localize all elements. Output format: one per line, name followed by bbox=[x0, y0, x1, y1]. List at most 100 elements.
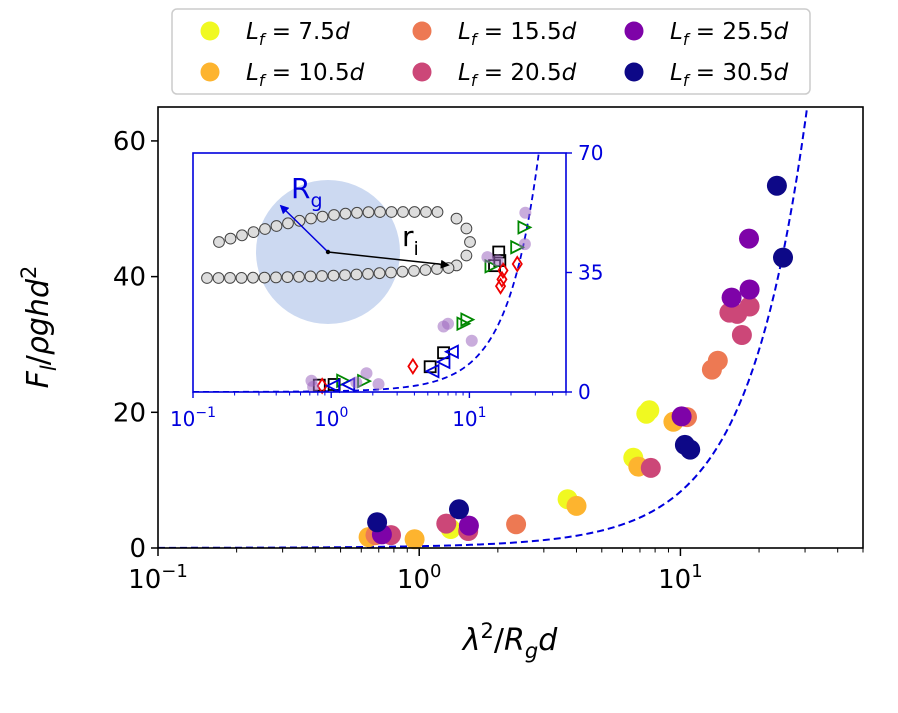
filament-bead bbox=[327, 269, 340, 282]
main-data-point bbox=[773, 247, 793, 268]
filament-bead bbox=[351, 206, 363, 219]
inset-data-point bbox=[360, 367, 373, 380]
inset-y-tick-label: 70 bbox=[578, 141, 603, 165]
main-plot-frame bbox=[157, 106, 864, 549]
filament-bead bbox=[270, 220, 283, 232]
inset-data-point bbox=[441, 317, 454, 330]
filament-bead bbox=[201, 272, 213, 284]
filament-bead bbox=[362, 268, 374, 280]
filament-bead bbox=[304, 270, 317, 283]
filament-bead bbox=[420, 206, 432, 218]
legend-label: Lf = 30.5d bbox=[670, 60, 789, 90]
filament-bead bbox=[397, 206, 409, 218]
legend-marker bbox=[200, 21, 220, 41]
x-tick-label: 100 bbox=[397, 561, 442, 595]
inset-data-point bbox=[307, 380, 320, 393]
main-data-point bbox=[436, 513, 457, 534]
inset-data-point bbox=[316, 377, 328, 395]
y-tick-label: 20 bbox=[113, 398, 146, 428]
inset-data-point bbox=[350, 376, 363, 389]
filament-bead bbox=[450, 212, 463, 225]
legend-entry: Lf = 20.5d bbox=[412, 60, 577, 90]
filament-bead bbox=[247, 271, 259, 284]
legend: Lf = 7.5d Lf = 10.5d Lf = 15.5d Lf = 20.5d L… bbox=[171, 8, 811, 95]
rg-label: Rg bbox=[291, 172, 323, 212]
legend-entry: Lf = 10.5d bbox=[200, 60, 365, 90]
filament-bead bbox=[431, 206, 444, 218]
legend-entry: Lf = 15.5d bbox=[412, 19, 577, 49]
inset-y-tick-label: 0 bbox=[578, 380, 591, 404]
main-data-point bbox=[739, 228, 759, 249]
ri-label: ri bbox=[402, 220, 419, 260]
legend-marker bbox=[624, 21, 644, 41]
main-y-label: Fl/ρghd2 bbox=[17, 266, 61, 389]
legend-frame bbox=[171, 8, 811, 95]
filament-bead bbox=[408, 206, 421, 218]
filament-bead bbox=[316, 270, 328, 282]
inset-data-point bbox=[511, 255, 523, 273]
filament-bead bbox=[235, 272, 248, 284]
filament-bead bbox=[224, 232, 237, 245]
filament-bead bbox=[396, 265, 409, 278]
filament-bead bbox=[213, 236, 225, 248]
legend-marker bbox=[412, 62, 432, 82]
filament-bead bbox=[431, 263, 443, 275]
filament-bead bbox=[281, 271, 294, 284]
inset-data-point bbox=[510, 239, 526, 255]
legend-label: Lf = 25.5d bbox=[670, 19, 789, 49]
main-data-point bbox=[707, 350, 728, 371]
main-data-point bbox=[739, 279, 760, 300]
filament-bead bbox=[270, 271, 282, 284]
inset-data-point bbox=[372, 378, 385, 391]
filament-bead bbox=[339, 269, 351, 282]
filament-bead bbox=[236, 229, 248, 242]
filament-bead bbox=[464, 236, 476, 248]
legend-entry: Lf = 7.5d bbox=[200, 19, 350, 49]
filament-bead bbox=[212, 272, 225, 284]
inset-x-tick-label: 10−1 bbox=[170, 405, 216, 431]
filament-bead bbox=[305, 212, 317, 225]
inset-data-point bbox=[465, 334, 478, 347]
inset-data-point bbox=[518, 238, 531, 251]
filament-bead bbox=[339, 207, 352, 220]
main-data-point bbox=[404, 529, 425, 550]
inset-axes: Rg ri 0 35 70 10−1 100 101 bbox=[170, 141, 604, 431]
main-data-point bbox=[367, 512, 388, 533]
main-data-point bbox=[739, 296, 760, 317]
inset-data-point bbox=[517, 219, 533, 235]
inset-x-tick-label: 101 bbox=[452, 405, 486, 431]
rg-arrow bbox=[279, 204, 329, 253]
main-data-point bbox=[640, 457, 661, 478]
legend-label: Lf = 10.5d bbox=[246, 60, 365, 90]
filament-bead bbox=[460, 222, 473, 235]
main-data-point bbox=[449, 499, 469, 520]
ri-arrow bbox=[327, 251, 450, 269]
filament-bead bbox=[282, 217, 294, 230]
inset-data-point bbox=[481, 251, 494, 264]
main-data-point bbox=[506, 514, 527, 535]
x-tick-label: 101 bbox=[658, 561, 703, 595]
filament-bead bbox=[259, 223, 271, 235]
inset-data-point bbox=[484, 258, 500, 274]
inset-x-tick-label: 100 bbox=[314, 405, 348, 431]
filament-bead bbox=[328, 209, 340, 221]
legend-marker bbox=[624, 62, 644, 82]
filament-bead bbox=[374, 206, 386, 218]
inset-y-tick-label: 35 bbox=[578, 261, 603, 285]
legend-marker bbox=[200, 62, 220, 82]
main-x-label: λ2/Rgd bbox=[461, 619, 558, 663]
filament-schematic: Rg ri bbox=[201, 172, 476, 324]
main-data-point bbox=[731, 325, 752, 345]
legend-label: Lf = 20.5d bbox=[458, 60, 577, 90]
main-data-point bbox=[566, 495, 587, 516]
filament-bead bbox=[385, 266, 397, 279]
main-data-point bbox=[721, 287, 742, 308]
main-data-point bbox=[639, 400, 660, 421]
filament-bead bbox=[293, 270, 305, 283]
filament-bead bbox=[385, 206, 398, 218]
inset-fit-curve bbox=[193, 153, 540, 392]
main-data-point bbox=[680, 439, 701, 460]
main-data-point bbox=[671, 406, 692, 427]
filament-bead bbox=[350, 268, 363, 281]
